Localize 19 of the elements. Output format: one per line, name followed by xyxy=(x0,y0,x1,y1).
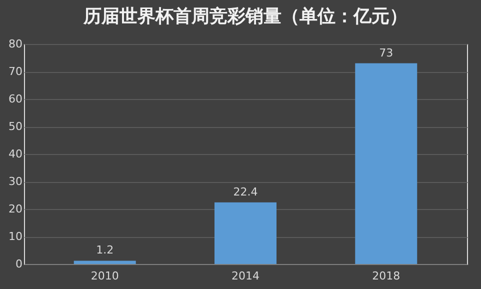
x-tick-label: 2014 xyxy=(232,270,260,282)
y-tick-label: 10 xyxy=(8,230,22,243)
chart-title: 历届世界杯首周竞彩销量（单位：亿元） xyxy=(82,6,408,27)
y-tick-label: 20 xyxy=(8,202,22,216)
bar xyxy=(74,260,136,264)
y-tick-label: 60 xyxy=(8,92,22,106)
y-tick-label: 70 xyxy=(8,65,22,78)
y-tick-label: 0 xyxy=(16,258,22,270)
x-tick-label: 2018 xyxy=(372,270,400,282)
y-tick-label: 30 xyxy=(8,175,22,188)
bar xyxy=(214,202,276,264)
y-tick-label: 40 xyxy=(8,148,22,160)
y-tick-label: 80 xyxy=(8,38,22,50)
bar xyxy=(355,63,418,264)
data-label: 73 xyxy=(379,46,394,60)
data-label: 1.2 xyxy=(96,244,114,257)
data-label: 22.4 xyxy=(233,185,258,198)
y-tick-label: 50 xyxy=(8,120,22,133)
x-tick-label: 2010 xyxy=(90,270,119,282)
